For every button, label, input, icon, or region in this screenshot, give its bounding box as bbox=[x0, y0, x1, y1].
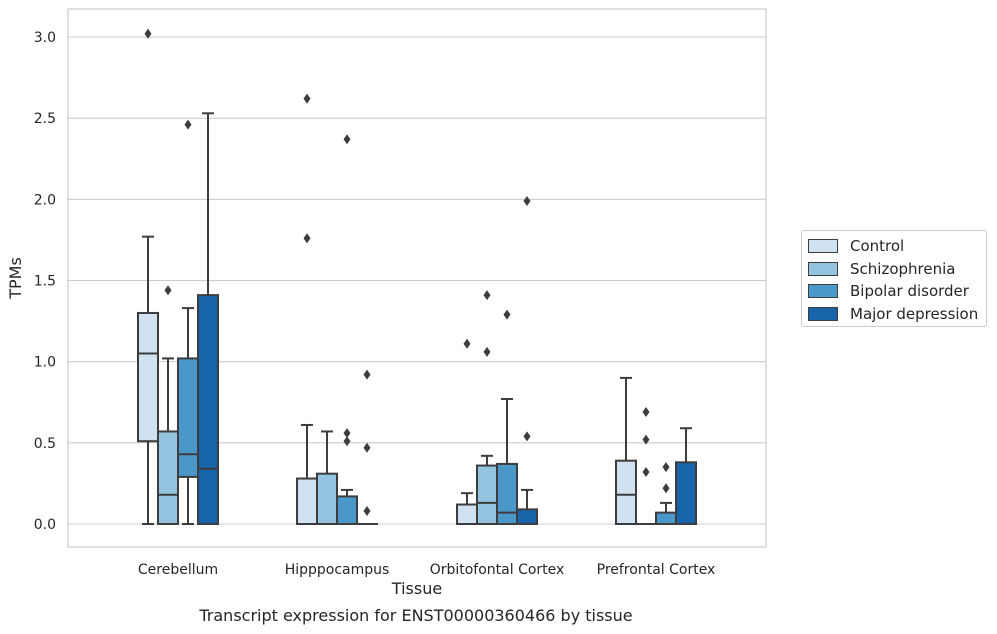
legend-swatch bbox=[808, 284, 838, 299]
legend-item-major-depression: Major depression bbox=[808, 303, 986, 326]
box-plot bbox=[197, 112, 219, 525]
box-iqr bbox=[496, 462, 518, 526]
outlier-point bbox=[642, 434, 650, 445]
legend-item-schizophrenia: Schizophrenia bbox=[808, 258, 986, 281]
outlier-point bbox=[662, 483, 670, 494]
box-plot bbox=[336, 134, 358, 525]
y-axis-label: TPMs bbox=[6, 257, 25, 300]
box-plot bbox=[137, 28, 159, 525]
box-iqr bbox=[177, 357, 199, 478]
box-iqr bbox=[675, 461, 697, 525]
outlier-point bbox=[503, 309, 511, 320]
outlier-point bbox=[363, 442, 371, 453]
outlier-point bbox=[164, 285, 172, 296]
box-iqr bbox=[316, 472, 338, 525]
box-iqr bbox=[137, 311, 159, 443]
outlier-point bbox=[662, 462, 670, 473]
x-tick-label: Cerebellum bbox=[138, 562, 218, 578]
outlier-point bbox=[463, 338, 471, 349]
box-iqr bbox=[456, 503, 478, 525]
y-tick-labels: 0.0 0.5 1.0 1.5 2.0 2.5 3.0 bbox=[34, 30, 56, 533]
y-tick-label: 2.0 bbox=[34, 192, 56, 208]
legend-label: Bipolar disorder bbox=[850, 282, 969, 301]
legend-label: Control bbox=[850, 237, 905, 256]
box-iqr bbox=[296, 477, 318, 525]
box-plot bbox=[655, 462, 677, 525]
box-iqr bbox=[655, 511, 677, 525]
outlier-point bbox=[523, 195, 531, 206]
outlier-point bbox=[343, 436, 351, 447]
box-iqr bbox=[615, 459, 637, 526]
box-plot bbox=[476, 290, 498, 525]
legend-item-bipolar-disorder: Bipolar disorder bbox=[808, 280, 986, 303]
x-tick-labels: Cerebellum Hipppocampus Orbitofontal Corte… bbox=[138, 562, 715, 578]
box-plot bbox=[177, 119, 199, 525]
y-tick-label: 3.0 bbox=[34, 30, 56, 46]
box-plot bbox=[296, 93, 318, 525]
legend-item-control: Control bbox=[808, 235, 986, 258]
y-tick-label: 0.0 bbox=[34, 517, 56, 533]
box-plot bbox=[615, 376, 637, 526]
x-tick-label: Prefrontal Cortex bbox=[597, 562, 716, 578]
legend-label: Major depression bbox=[850, 304, 979, 323]
outlier-point bbox=[523, 431, 531, 442]
box-iqr bbox=[336, 495, 358, 525]
outlier-point bbox=[363, 369, 371, 380]
x-tick-label: Hipppocampus bbox=[285, 562, 390, 578]
outlier-point bbox=[642, 467, 650, 478]
legend: Control Schizophrenia Bipolar disorder M… bbox=[801, 230, 987, 327]
box-plot bbox=[157, 285, 179, 525]
legend-swatch bbox=[808, 306, 838, 321]
outlier-point bbox=[363, 506, 371, 517]
x-tick-label: Orbitofontal Cortex bbox=[430, 562, 565, 578]
outlier-point bbox=[303, 93, 311, 104]
x-axis-label: Tissue bbox=[391, 579, 442, 598]
plot-area-frame bbox=[67, 8, 767, 548]
legend-swatch bbox=[808, 239, 838, 254]
outlier-point bbox=[343, 134, 351, 145]
box-plot bbox=[675, 427, 697, 525]
y-tick-label: 1.0 bbox=[34, 355, 56, 371]
box-plot bbox=[356, 369, 378, 526]
box-plot bbox=[635, 406, 657, 526]
box-iqr bbox=[476, 464, 498, 525]
box-plot bbox=[316, 430, 338, 525]
box-iqr bbox=[157, 430, 179, 525]
box-plot bbox=[516, 195, 538, 526]
box-plot bbox=[496, 309, 518, 526]
outlier-point bbox=[343, 428, 351, 439]
outlier-point bbox=[144, 28, 152, 39]
y-tick-label: 1.5 bbox=[34, 274, 56, 290]
box-plots bbox=[137, 28, 697, 526]
box-iqr bbox=[197, 294, 219, 525]
outlier-point bbox=[184, 119, 192, 130]
box-plot bbox=[456, 338, 478, 525]
y-tick-label: 0.5 bbox=[34, 436, 56, 452]
outlier-point bbox=[483, 290, 491, 301]
box-iqr bbox=[516, 508, 538, 526]
chart-caption: Transcript expression for ENST0000036046… bbox=[199, 606, 633, 625]
y-tick-label: 2.5 bbox=[34, 111, 56, 127]
outlier-point bbox=[303, 233, 311, 244]
outlier-point bbox=[483, 346, 491, 357]
legend-label: Schizophrenia bbox=[850, 259, 956, 278]
legend-swatch bbox=[808, 261, 838, 276]
outlier-point bbox=[642, 406, 650, 417]
